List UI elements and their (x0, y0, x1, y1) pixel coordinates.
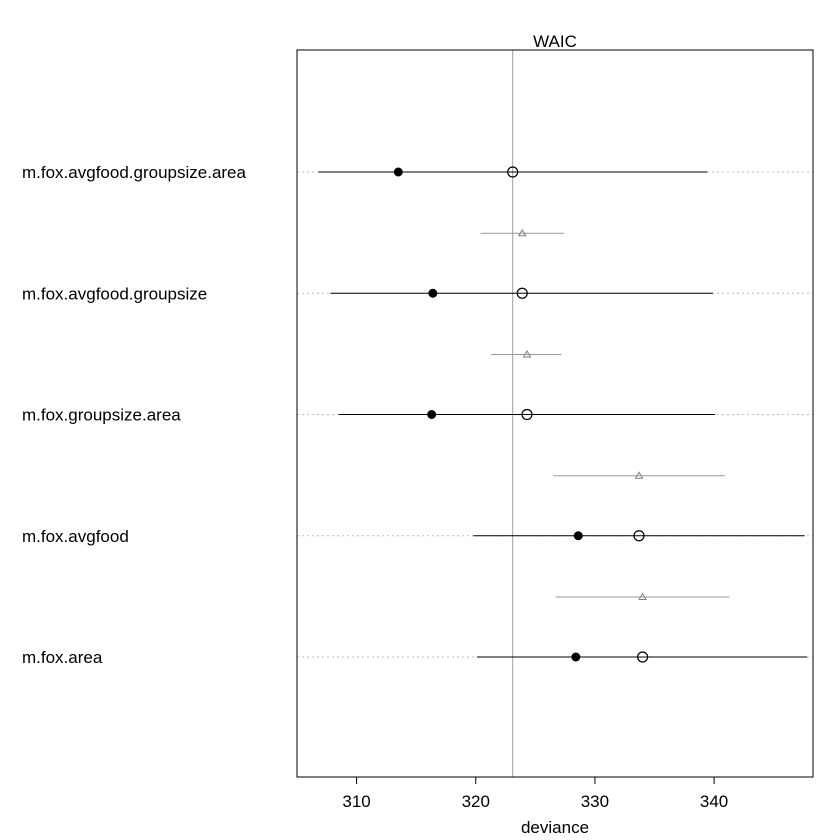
waic-point (507, 166, 519, 178)
waic-point (633, 530, 645, 542)
model-label: m.fox.avgfood (22, 527, 129, 546)
x-tick-label: 310 (342, 792, 370, 811)
x-tick-label: 320 (462, 792, 490, 811)
model-label: m.fox.groupsize.area (22, 406, 181, 425)
dwaic-triangle-marker (638, 592, 647, 600)
in-sample-deviance-point (393, 167, 403, 177)
plot-area: m.fox.avgfood.groupsize.area m.fox.avgfoo… (22, 49, 814, 811)
in-sample-deviance-point (427, 410, 437, 419)
x-axis-label: deviance (521, 818, 589, 837)
x-tick-label: 340 (700, 792, 728, 811)
model-label: m.fox.area (22, 648, 103, 667)
model-label: m.fox.avgfood.groupsize.area (22, 163, 247, 182)
waic-point (516, 287, 528, 299)
in-sample-deviance-point (428, 288, 438, 298)
waic-point (636, 651, 649, 663)
dwaic-triangle-marker (522, 350, 532, 358)
plot-frame (296, 49, 814, 778)
model-label: m.fox.avgfood.groupsize (22, 284, 207, 303)
in-sample-deviance-point (573, 531, 583, 541)
waic-point (521, 408, 533, 421)
dwaic-triangle-marker (634, 471, 644, 479)
dwaic-triangle-marker (517, 228, 527, 237)
chart-title: WAIC (533, 32, 577, 51)
x-tick-label: 330 (581, 792, 609, 811)
in-sample-deviance-point (571, 652, 581, 662)
